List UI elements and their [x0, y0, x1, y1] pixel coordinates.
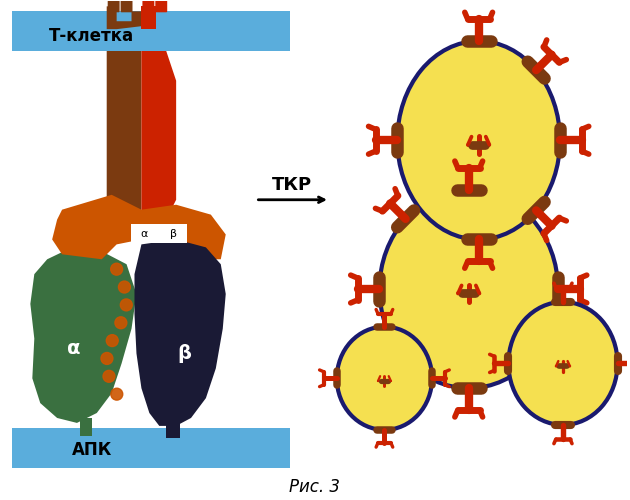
Text: Т-клетка: Т-клетка — [49, 27, 134, 45]
FancyBboxPatch shape — [156, 0, 167, 12]
Circle shape — [118, 281, 130, 293]
Ellipse shape — [379, 190, 558, 388]
FancyBboxPatch shape — [80, 418, 92, 436]
Circle shape — [111, 388, 123, 400]
FancyBboxPatch shape — [142, 0, 154, 12]
FancyBboxPatch shape — [166, 418, 180, 438]
Polygon shape — [134, 240, 226, 426]
Circle shape — [115, 317, 127, 328]
Polygon shape — [106, 6, 141, 29]
Text: АПК: АПК — [72, 440, 112, 458]
Circle shape — [103, 370, 115, 382]
FancyBboxPatch shape — [130, 224, 187, 244]
Circle shape — [101, 352, 113, 364]
Text: ТКР: ТКР — [272, 176, 312, 194]
Ellipse shape — [398, 41, 560, 239]
Text: β: β — [169, 230, 176, 239]
Polygon shape — [141, 51, 176, 220]
FancyBboxPatch shape — [120, 0, 132, 12]
Circle shape — [120, 299, 132, 311]
Polygon shape — [30, 248, 137, 423]
FancyBboxPatch shape — [13, 428, 290, 468]
Circle shape — [111, 263, 123, 275]
FancyBboxPatch shape — [13, 12, 290, 51]
Text: α: α — [67, 339, 81, 358]
Circle shape — [106, 334, 118, 346]
Ellipse shape — [508, 302, 617, 425]
FancyBboxPatch shape — [108, 0, 120, 12]
Polygon shape — [52, 195, 226, 260]
Text: Рис. 3: Рис. 3 — [290, 478, 340, 496]
Polygon shape — [106, 51, 141, 220]
Ellipse shape — [337, 326, 432, 430]
Text: α: α — [140, 230, 148, 239]
Polygon shape — [141, 6, 156, 29]
Text: β: β — [177, 344, 191, 363]
